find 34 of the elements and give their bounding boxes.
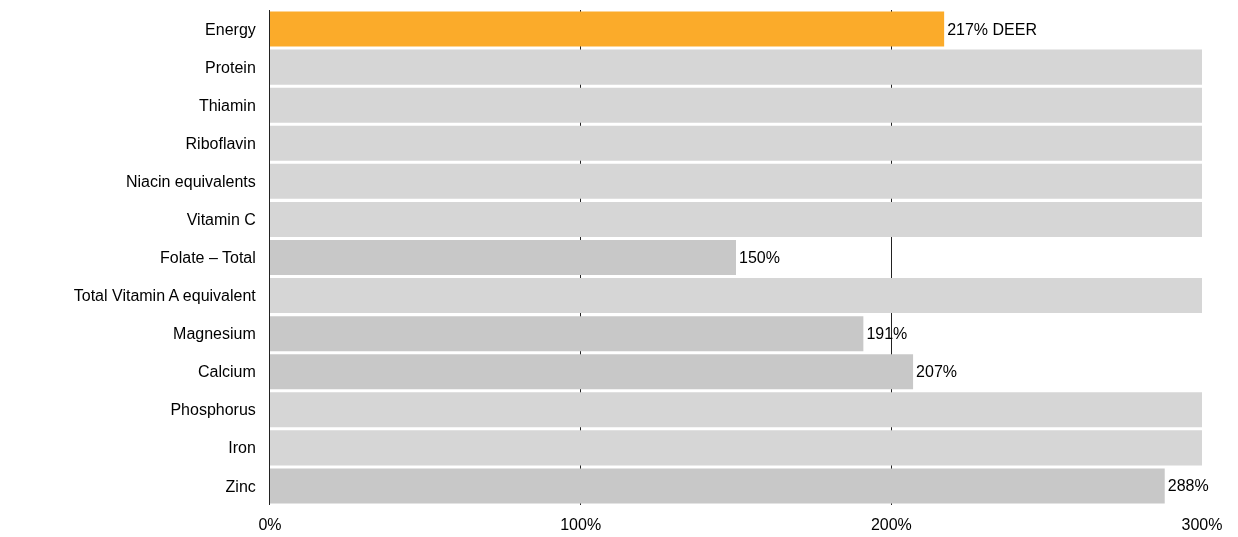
data-label: 288% (1167, 477, 1209, 495)
data-label: 217% DEER (947, 20, 1037, 38)
y-tick-label: Vitamin C (186, 211, 256, 229)
x-tick-label: 100% (560, 516, 602, 533)
bar (270, 239, 736, 276)
y-tick-label: Folate – Total (160, 249, 256, 267)
bar (270, 468, 1165, 504)
x-tick-label: 200% (870, 516, 912, 533)
bar (270, 125, 1202, 161)
bar (270, 316, 864, 352)
bar (270, 278, 1202, 314)
bar (270, 430, 1202, 466)
bar (270, 163, 1202, 199)
x-tick-label: 300% (1181, 516, 1223, 533)
y-tick-label: Protein (205, 58, 256, 76)
y-tick-label: Calcium (198, 363, 256, 381)
bar (270, 201, 1202, 237)
y-tick-label: Zinc (225, 477, 256, 495)
bar (270, 392, 1202, 428)
y-tick-label: Thiamin (198, 96, 256, 114)
bar (270, 49, 1202, 85)
data-label: 207% (916, 363, 957, 381)
y-tick-label: Energy (205, 20, 256, 38)
bar (270, 354, 914, 390)
data-label: 150% (739, 249, 780, 266)
y-tick-label: Riboflavin (185, 134, 256, 152)
bar (270, 87, 1202, 123)
y-tick-label: Magnesium (173, 325, 256, 343)
y-tick-label: Niacin equivalents (125, 172, 256, 190)
bar (270, 11, 945, 47)
y-tick-label: Iron (228, 439, 256, 457)
y-tick-label: Total Vitamin A equivalent (73, 287, 257, 305)
x-tick-label: 0% (258, 516, 282, 533)
y-tick-label: Phosphorus (170, 401, 256, 419)
